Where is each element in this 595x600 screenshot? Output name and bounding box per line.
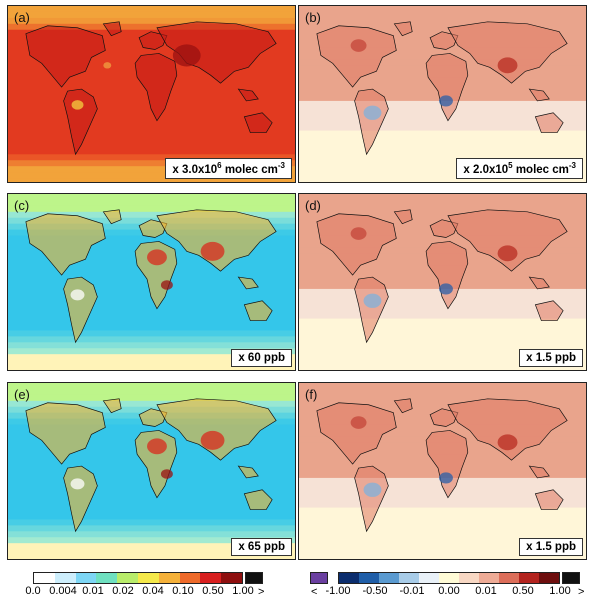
colorbar-swatch [519,573,539,583]
colorbar-swatch [75,573,97,583]
colorbar-swatch [158,573,180,583]
colorbar-tick-label: -0.50 [362,585,388,597]
colorbar-tick-label: 0.10 [172,585,194,597]
map-panel-e: (e) x 65 ppb [7,382,296,560]
scale-label-f: x 1.5 ppb [519,538,583,556]
panel-label-f: (f) [305,387,318,402]
colorbar-swatch [459,573,479,583]
colorbar-left-over-box [245,572,263,584]
colorbar-tick-label: 1.00 [232,585,254,597]
panel-label-c: (c) [14,198,30,213]
panel-label-a: (a) [14,10,30,25]
colorbar-swatch [200,573,222,583]
colorbar-right-boxes [338,572,560,584]
panel-label-b: (b) [305,10,321,25]
colorbar-right-under-box [310,572,328,584]
colorbar-tick-label: 1.00 [549,585,571,597]
colorbar-swatch [499,573,519,583]
colorbar-swatch [137,573,159,583]
colorbar-swatch [479,573,499,583]
colorbar-tick-label: 0.0 [25,585,41,597]
colorbar-swatch [179,573,201,583]
colorbar-swatch [96,573,118,583]
map-field-f [299,383,586,559]
colorbar-tick-label: 0.01 [82,585,104,597]
scale-label-e: x 65 ppb [231,538,292,556]
colorbar-tick-label: -0.01 [399,585,425,597]
colorbar-tick-label: 0.04 [142,585,164,597]
colorbar-left-over-symbol: > [258,586,265,598]
colorbar-swatch [339,573,359,583]
colorbar-swatch [359,573,379,583]
map-field-b [299,6,586,182]
colorbar-swatch [54,573,76,583]
colorbar-right-under-symbol: < [311,586,318,598]
map-panel-d: (d) x 1.5 ppb [298,193,587,371]
colorbar-tick-label: 0.50 [202,585,224,597]
scale-label-a: x 3.0x106 molec cm-3 [165,158,292,179]
panel-label-e: (e) [14,387,30,402]
map-panel-f: (f) x 1.5 ppb [298,382,587,560]
colorbar-swatch [539,573,559,583]
colorbar-left: 0.0 0.004 0.01 0.02 0.04 0.10 0.50 1.00 [25,572,254,598]
colorbar-swatch [117,573,138,583]
map-panel-c: (c) x 60 ppb [7,193,296,371]
map-field-d [299,194,586,370]
colorbar-tick-label: -1.00 [325,585,351,597]
map-panel-a: (a) x 3.0x106 molec cm-3 [7,5,296,183]
colorbar-right-over-box [562,572,580,584]
map-field-a [8,6,295,182]
colorbar-tick-label: 0.004 [49,585,77,597]
map-field-c [8,194,295,370]
scale-label-d: x 1.5 ppb [519,349,583,367]
colorbar-swatch [221,573,242,583]
panel-label-d: (d) [305,198,321,213]
scale-label-c: x 60 ppb [231,349,292,367]
colorbar-left-boxes [33,572,243,584]
colorbar-right: -1.00 -0.50 -0.01 0.00 0.01 0.50 1.00 [325,572,571,598]
colorbar-right-over-symbol: > [578,586,585,598]
colorbar-swatch [439,573,459,583]
colorbar-swatch [34,573,55,583]
map-panel-b: (b) x 2.0x105 molec cm-3 [298,5,587,183]
colorbar-left-ticks: 0.0 0.004 0.01 0.02 0.04 0.10 0.50 1.00 [25,584,253,598]
colorbar-tick-label: 0.01 [475,585,497,597]
colorbar-tick-label: 0.50 [512,585,534,597]
colorbar-right-ticks: -1.00 -0.50 -0.01 0.00 0.01 0.50 1.00 [325,584,570,598]
colorbar-swatch [399,573,419,583]
colorbar-swatch [419,573,439,583]
colorbar-swatch [379,573,399,583]
scale-label-b: x 2.0x105 molec cm-3 [456,158,583,179]
colorbar-tick-label: 0.00 [438,585,460,597]
map-field-e [8,383,295,559]
colorbar-tick-label: 0.02 [112,585,134,597]
